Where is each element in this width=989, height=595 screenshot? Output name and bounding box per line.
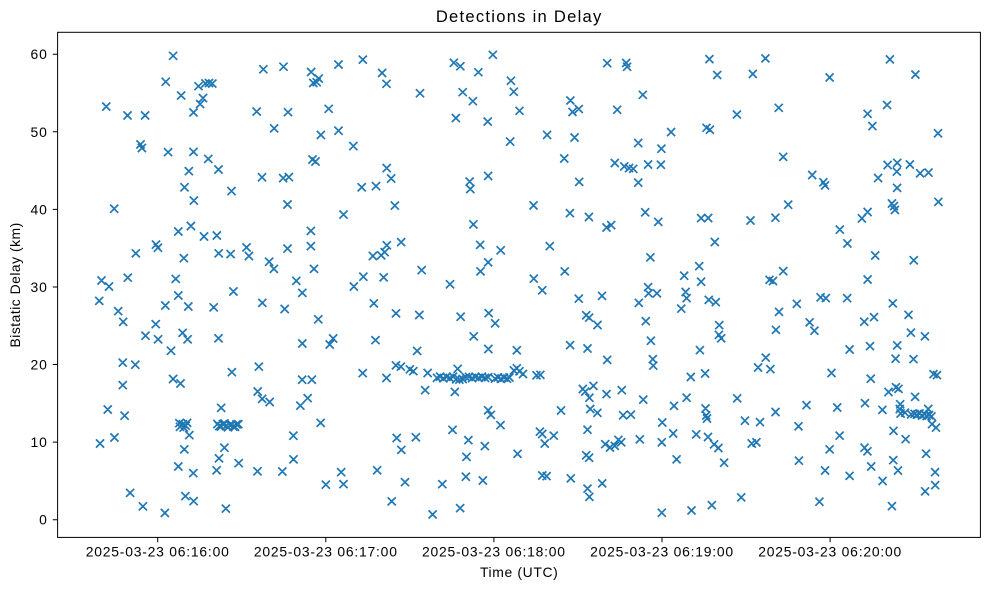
svg-text:0: 0	[39, 512, 48, 528]
svg-text:2025-03-23 06:19:00: 2025-03-23 06:19:00	[590, 543, 734, 559]
svg-text:2025-03-23 06:20:00: 2025-03-23 06:20:00	[758, 543, 902, 559]
svg-text:20: 20	[31, 357, 48, 373]
svg-text:50: 50	[31, 124, 48, 140]
svg-text:Time (UTC): Time (UTC)	[480, 564, 559, 580]
svg-text:2025-03-23 06:16:00: 2025-03-23 06:16:00	[86, 543, 230, 559]
svg-text:Bistatic Delay (km): Bistatic Delay (km)	[7, 222, 23, 347]
svg-text:2025-03-23 06:17:00: 2025-03-23 06:17:00	[254, 543, 398, 559]
svg-text:60: 60	[31, 46, 48, 62]
svg-text:Detections in Delay: Detections in Delay	[436, 7, 603, 26]
svg-text:10: 10	[31, 434, 48, 450]
svg-text:30: 30	[31, 279, 48, 295]
svg-text:2025-03-23 06:18:00: 2025-03-23 06:18:00	[422, 543, 566, 559]
svg-text:40: 40	[31, 201, 48, 217]
